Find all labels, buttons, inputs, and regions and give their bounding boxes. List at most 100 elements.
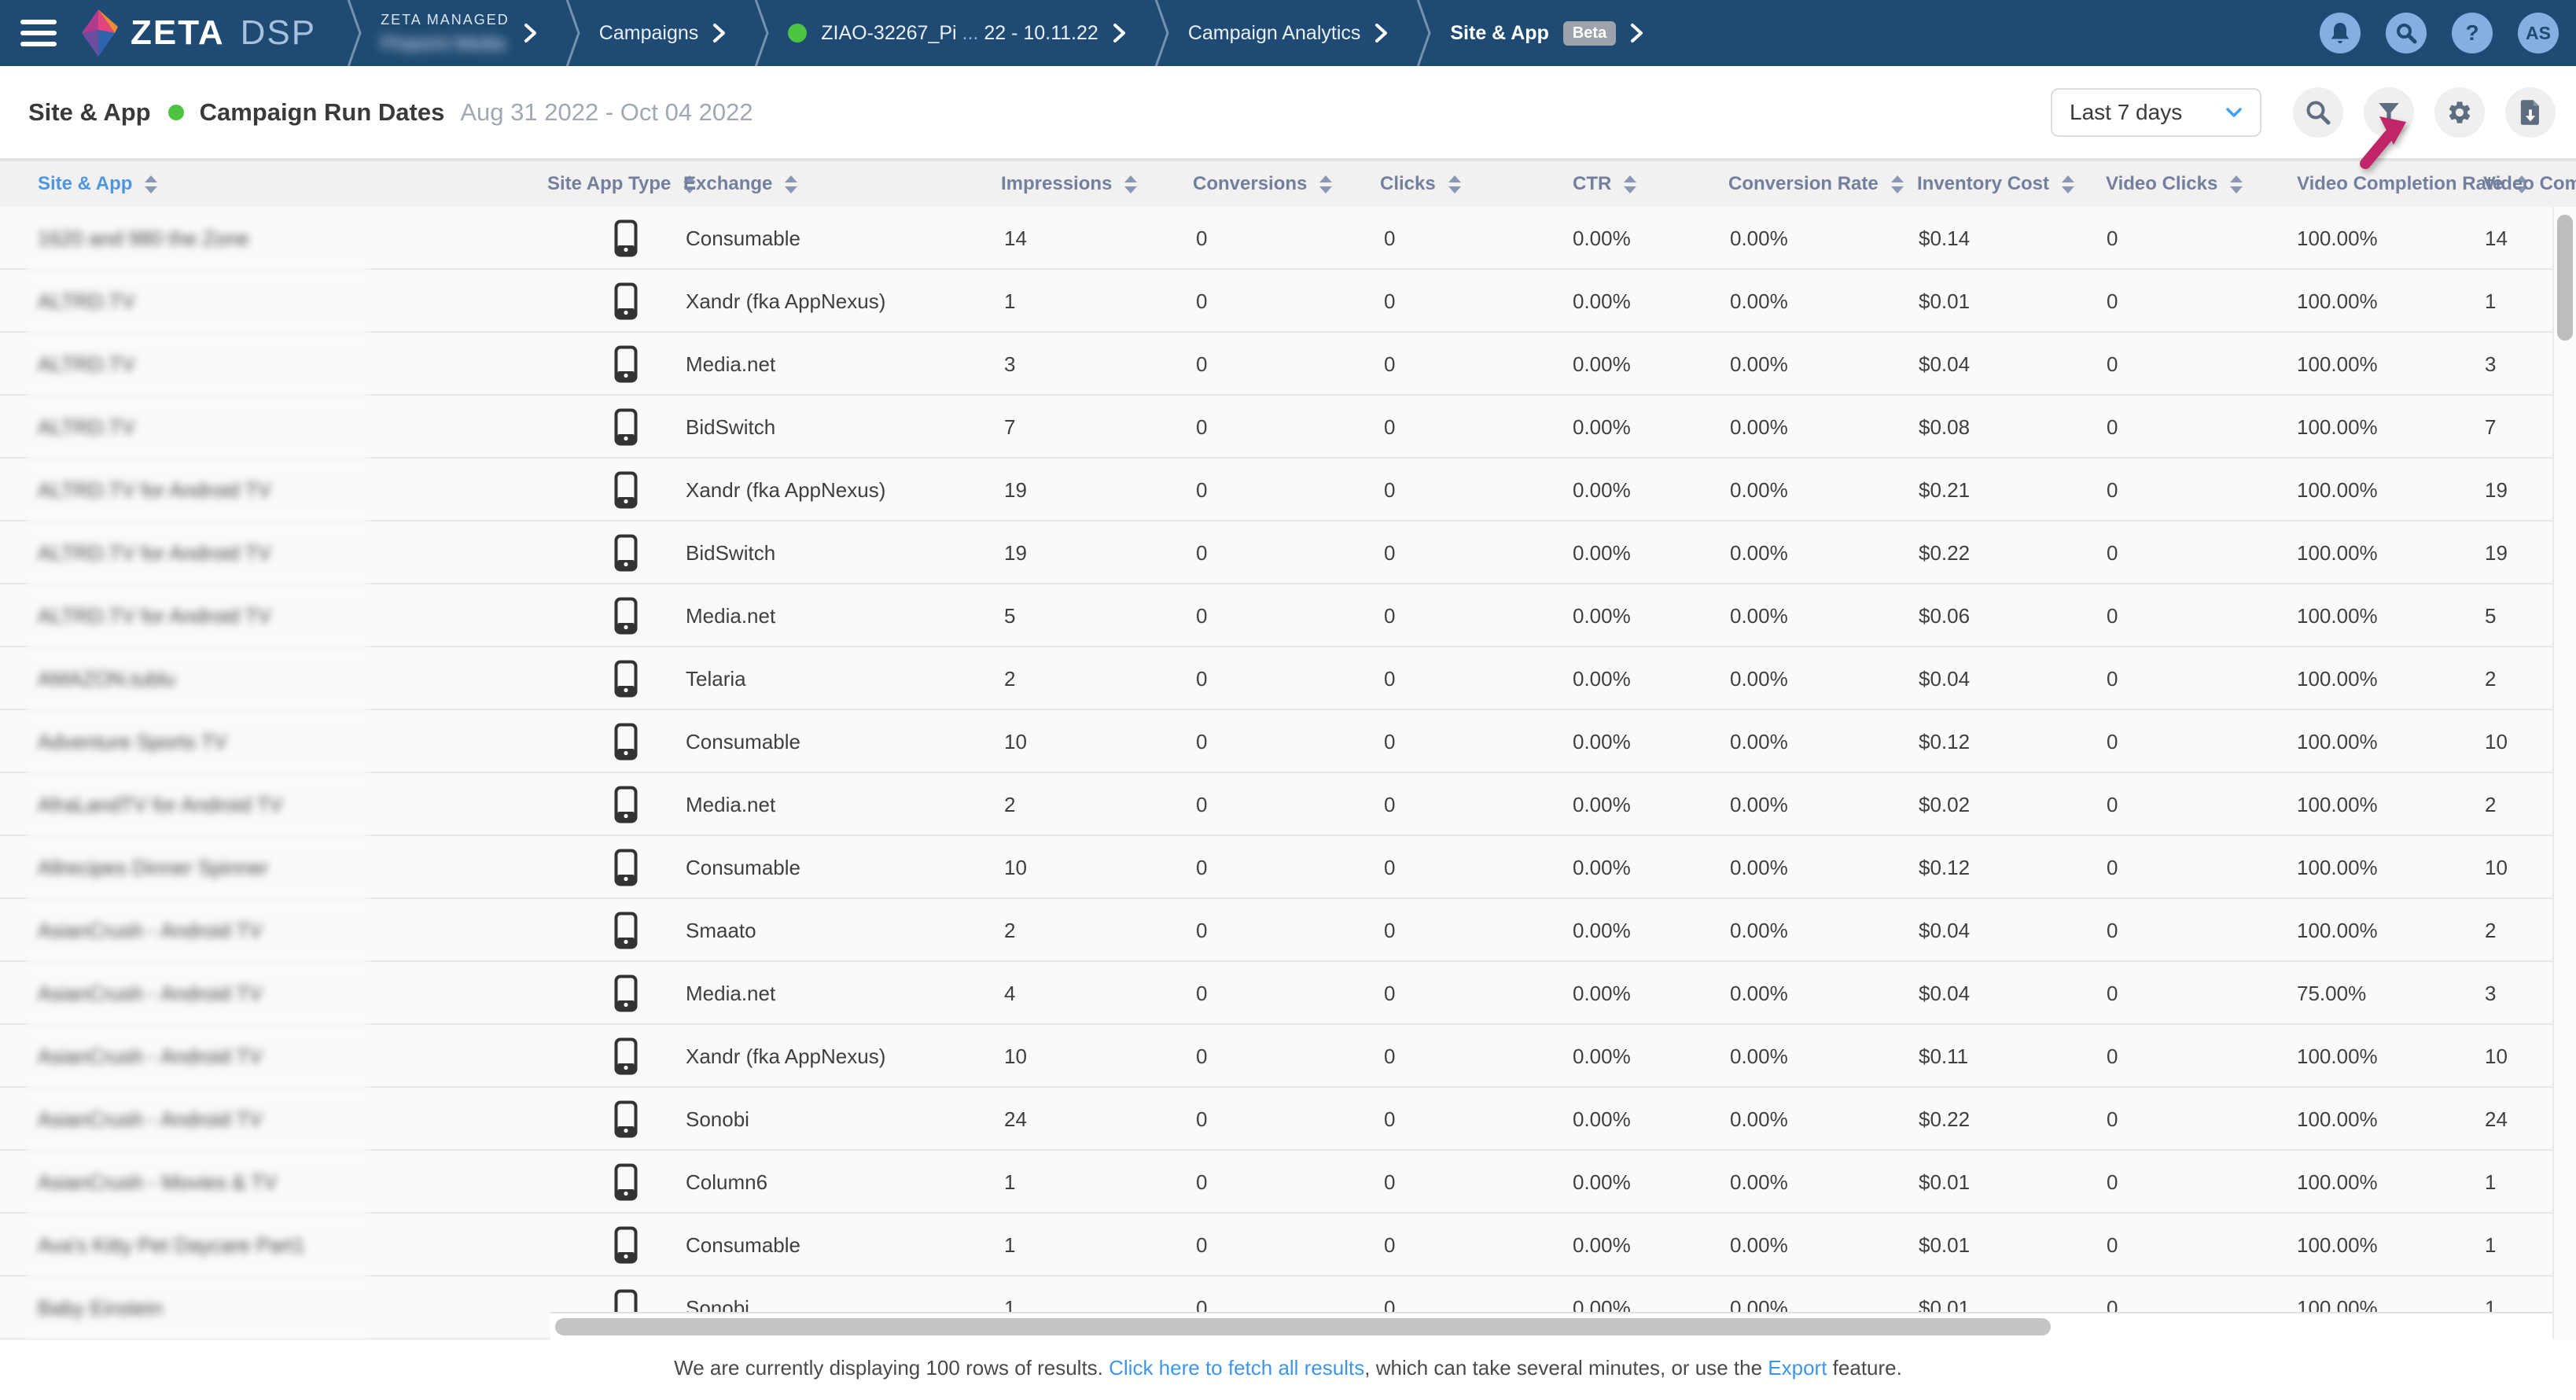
- hamburger-menu-icon[interactable]: [20, 20, 57, 46]
- impressions-cell: 1: [1004, 1170, 1016, 1194]
- export-link[interactable]: Export: [1768, 1356, 1827, 1380]
- column-header-ctr[interactable]: CTR: [1573, 161, 1637, 207]
- clicks-cell: 0: [1384, 414, 1396, 439]
- ctr-cell: 0.00%: [1573, 1044, 1631, 1068]
- column-header-inventory-cost[interactable]: Inventory Cost: [1917, 161, 2075, 207]
- campaign-date-range: Aug 31 2022 - Oct 04 2022: [460, 98, 753, 126]
- video-clicks-cell: 0: [2107, 1170, 2118, 1194]
- chevron-right-icon: [524, 24, 536, 42]
- column-header-site-app[interactable]: Site & App: [38, 161, 158, 207]
- column-header-clicks[interactable]: Clicks: [1380, 161, 1461, 207]
- column-header-video-completion-rate[interactable]: Video Completion Rate: [2297, 161, 2529, 207]
- video-completion-rate-cell: 100.00%: [2297, 1232, 2378, 1257]
- table-row[interactable]: Adventure Sports TV Consumable 10 0 0 0.…: [0, 710, 2576, 783]
- column-header-conversion-rate[interactable]: Conversion Rate: [1728, 161, 1904, 207]
- settings-button[interactable]: [2434, 87, 2485, 138]
- exchange-cell: Telaria: [686, 666, 746, 691]
- table-row[interactable]: AsianCrush - Android TV Xandr (fka AppNe…: [0, 1025, 2576, 1098]
- blur-patch: [27, 952, 366, 972]
- ctr-cell: 0.00%: [1573, 981, 1631, 1005]
- nav-actions: ? AS: [2320, 13, 2576, 53]
- table-search-button[interactable]: [2293, 87, 2343, 138]
- clicks-cell: 0: [1384, 289, 1396, 313]
- breadcrumb-site-and-app[interactable]: Site & App Beta: [1433, 20, 1662, 46]
- video-completion-rate-cell: 100.00%: [2297, 477, 2378, 502]
- sort-icon: [145, 175, 158, 193]
- ctr-cell: 0.00%: [1573, 666, 1631, 691]
- table-row[interactable]: AsianCrush - Android TV Sonobi 24 0 0 0.…: [0, 1088, 2576, 1161]
- ctr-cell: 0.00%: [1573, 1232, 1631, 1257]
- conversion-rate-cell: 0.00%: [1730, 729, 1788, 753]
- conversions-cell: 0: [1196, 666, 1208, 691]
- table-row[interactable]: ALTRD.TV for Android TV Xandr (fka AppNe…: [0, 459, 2576, 532]
- user-avatar[interactable]: AS: [2518, 13, 2559, 53]
- table-row[interactable]: AfraLandTV for Android TV Media.net 2 0 …: [0, 773, 2576, 846]
- table-row[interactable]: 1620 and 980 the Zone Consumable 14 0 0 …: [0, 207, 2576, 280]
- table-row[interactable]: AMAZON.tublu Telaria 2 0 0 0.00% 0.00% $…: [0, 647, 2576, 720]
- table-row[interactable]: AsianCrush - Android TV Smaato 2 0 0 0.0…: [0, 899, 2576, 972]
- gear-icon: [2449, 101, 2471, 123]
- table-row[interactable]: ALTRD.TV for Android TV Media.net 5 0 0 …: [0, 584, 2576, 658]
- video-clicks-cell: 0: [2107, 603, 2118, 628]
- fetch-all-results-link[interactable]: Click here to fetch all results: [1109, 1356, 1365, 1380]
- exchange-cell: Media.net: [686, 352, 776, 376]
- impressions-cell: 4: [1004, 981, 1016, 1005]
- mobile-app-type-icon: [614, 1025, 638, 1088]
- breadcrumb-label: Campaign Analytics: [1187, 21, 1361, 44]
- horizontal-scrollbar-thumb[interactable]: [555, 1318, 2051, 1336]
- sort-icon: [1319, 175, 1333, 193]
- column-header-video-completions[interactable]: Video Compl: [2483, 173, 2576, 194]
- exchange-cell: Xandr (fka AppNexus): [686, 477, 886, 502]
- export-button[interactable]: [2505, 87, 2556, 138]
- filter-funnel-icon: [2379, 102, 2399, 122]
- notifications-button[interactable]: [2320, 13, 2361, 53]
- table-row[interactable]: Ava's Kitty Pet Daycare Part1 Consumable…: [0, 1214, 2576, 1287]
- clicks-cell: 0: [1384, 918, 1396, 942]
- breadcrumb-zeta-managed[interactable]: ZETA MANAGED Pinpoint Media: [363, 12, 555, 55]
- ctr-cell: 0.00%: [1573, 1107, 1631, 1131]
- video-clicks-cell: 0: [2107, 918, 2118, 942]
- conversion-rate-cell: 0.00%: [1730, 792, 1788, 816]
- table-row[interactable]: AsianCrush - Movies & TV Column6 1 0 0 0…: [0, 1151, 2576, 1224]
- breadcrumb-campaigns[interactable]: Campaigns: [582, 22, 744, 45]
- clicks-cell: 0: [1384, 226, 1396, 250]
- exchange-cell: Consumable: [686, 855, 800, 879]
- conversions-cell: 0: [1196, 226, 1208, 250]
- column-header-conversions[interactable]: Conversions: [1193, 161, 1333, 207]
- table-row[interactable]: ALTRD.TV for Android TV BidSwitch 19 0 0…: [0, 521, 2576, 595]
- video-completions-cell: 3: [2485, 352, 2497, 376]
- video-completion-rate-cell: 100.00%: [2297, 729, 2378, 753]
- exchange-cell: BidSwitch: [686, 540, 776, 565]
- table-row[interactable]: ALTRD.TV BidSwitch 7 0 0 0.00% 0.00% $0.…: [0, 396, 2576, 469]
- sort-icon: [683, 175, 697, 193]
- date-filter-select[interactable]: Last 7 days: [2051, 87, 2261, 137]
- column-header-exchange[interactable]: Exchange: [683, 161, 798, 207]
- inventory-cost-cell: $0.01: [1919, 1232, 1971, 1257]
- zeta-dsp-logo[interactable]: ZETA DSP: [77, 9, 316, 57]
- mobile-app-type-icon: [614, 333, 638, 396]
- video-completion-rate-cell: 100.00%: [2297, 855, 2378, 879]
- table-row[interactable]: ALTRD.TV Xandr (fka AppNexus) 1 0 0 0.00…: [0, 270, 2576, 343]
- help-button[interactable]: ?: [2452, 13, 2493, 53]
- blur-patch: [27, 511, 366, 532]
- breadcrumb-campaign[interactable]: ZIAO-32267_Pi ... 22 - 10.11.22: [771, 22, 1144, 45]
- column-header-video-clicks[interactable]: Video Clicks: [2106, 161, 2243, 207]
- global-search-button[interactable]: [2386, 13, 2427, 53]
- vertical-scrollbar-thumb[interactable]: [2557, 215, 2573, 341]
- mobile-app-type-icon: [614, 647, 638, 710]
- impressions-cell: 2: [1004, 666, 1016, 691]
- exchange-cell: BidSwitch: [686, 414, 776, 439]
- mobile-app-type-icon: [614, 396, 638, 459]
- sort-icon: [1890, 175, 1904, 193]
- table-row[interactable]: ALTRD.TV Media.net 3 0 0 0.00% 0.00% $0.…: [0, 333, 2576, 406]
- conversions-cell: 0: [1196, 1107, 1208, 1131]
- date-filter-value: Last 7 days: [2070, 99, 2183, 124]
- column-header-impressions[interactable]: Impressions: [1001, 161, 1138, 207]
- conversions-cell: 0: [1196, 352, 1208, 376]
- breadcrumb-campaign-analytics[interactable]: Campaign Analytics: [1171, 22, 1407, 45]
- table-row[interactable]: AsianCrush - Android TV Media.net 4 0 0 …: [0, 962, 2576, 1035]
- blur-patch: [27, 637, 366, 658]
- column-header-site-app-type[interactable]: Site App Type: [547, 161, 697, 207]
- clicks-cell: 0: [1384, 1107, 1396, 1131]
- table-row[interactable]: Allrecipes Dinner Spinner Consumable 10 …: [0, 836, 2576, 909]
